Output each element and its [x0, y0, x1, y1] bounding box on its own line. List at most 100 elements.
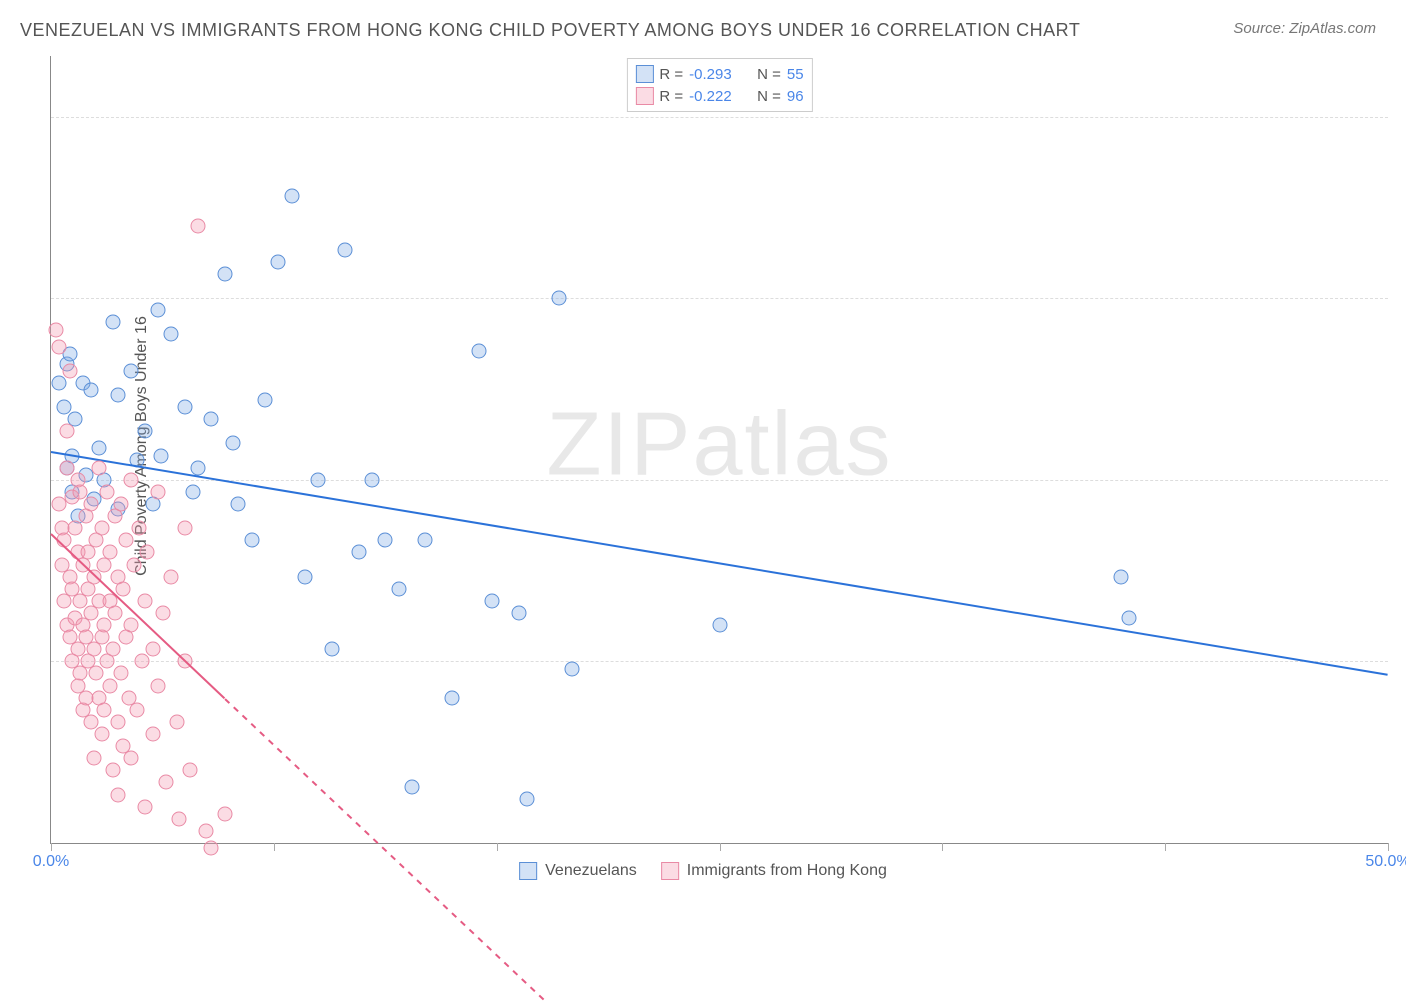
source-value: ZipAtlas.com: [1289, 20, 1376, 37]
data-point: [172, 811, 187, 826]
data-point: [105, 642, 120, 657]
data-point: [110, 714, 125, 729]
data-point: [86, 751, 101, 766]
legend-label: Immigrants from Hong Kong: [687, 862, 887, 880]
data-point: [471, 344, 486, 359]
data-point: [110, 787, 125, 802]
data-point: [105, 763, 120, 778]
gridline: [51, 117, 1388, 118]
data-point: [105, 315, 120, 330]
data-point: [445, 690, 460, 705]
data-point: [298, 569, 313, 584]
legend-swatch: [635, 87, 653, 105]
data-point: [191, 218, 206, 233]
x-tick: [1388, 843, 1389, 851]
data-point: [94, 727, 109, 742]
data-point: [311, 472, 326, 487]
data-point: [124, 363, 139, 378]
r-label: R =: [659, 88, 683, 105]
data-point: [150, 484, 165, 499]
data-point: [153, 448, 168, 463]
data-point: [60, 424, 75, 439]
legend-item: Venezuelans: [519, 862, 637, 880]
data-point: [49, 322, 64, 337]
data-point: [225, 436, 240, 451]
data-point: [204, 412, 219, 427]
data-point: [97, 702, 112, 717]
data-point: [145, 642, 160, 657]
data-point: [217, 266, 232, 281]
legend-swatch: [635, 65, 653, 83]
data-point: [116, 581, 131, 596]
data-point: [565, 661, 580, 676]
data-point: [324, 642, 339, 657]
data-point: [140, 545, 155, 560]
data-point: [52, 375, 67, 390]
data-point: [284, 189, 299, 204]
data-point: [84, 383, 99, 398]
data-point: [100, 484, 115, 499]
data-point: [364, 472, 379, 487]
data-point: [124, 472, 139, 487]
n-value: 55: [787, 66, 804, 83]
n-label: N =: [757, 88, 781, 105]
data-point: [164, 327, 179, 342]
data-point: [177, 521, 192, 536]
data-point: [185, 484, 200, 499]
data-point: [519, 792, 534, 807]
legend-swatch: [519, 862, 537, 880]
data-point: [92, 441, 107, 456]
data-point: [404, 780, 419, 795]
data-point: [84, 496, 99, 511]
data-point: [712, 618, 727, 633]
legend-swatch: [661, 862, 679, 880]
data-point: [113, 666, 128, 681]
data-point: [118, 533, 133, 548]
data-point: [137, 593, 152, 608]
y-tick-label: 22.5%: [1396, 289, 1406, 307]
data-point: [351, 545, 366, 560]
data-point: [134, 654, 149, 669]
x-tick: [942, 843, 943, 851]
r-label: R =: [659, 66, 683, 83]
legend-stat-row: R = -0.293 N = 55: [635, 63, 803, 85]
data-point: [391, 581, 406, 596]
data-point: [257, 392, 272, 407]
data-point: [132, 521, 147, 536]
chart-title: VENEZUELAN VS IMMIGRANTS FROM HONG KONG …: [20, 20, 1080, 41]
data-point: [113, 496, 128, 511]
r-value: -0.293: [689, 66, 743, 83]
data-point: [126, 557, 141, 572]
x-tick: [51, 843, 52, 851]
data-point: [150, 678, 165, 693]
n-label: N =: [757, 66, 781, 83]
y-tick-label: 30.0%: [1396, 108, 1406, 126]
data-point: [137, 424, 152, 439]
data-point: [108, 605, 123, 620]
gridline: [51, 298, 1388, 299]
data-point: [511, 605, 526, 620]
data-point: [199, 823, 214, 838]
data-point: [231, 496, 246, 511]
data-point: [52, 339, 67, 354]
x-tick-label: 50.0%: [1365, 853, 1406, 871]
data-point: [1113, 569, 1128, 584]
data-point: [244, 533, 259, 548]
data-point: [217, 806, 232, 821]
data-point: [68, 521, 83, 536]
data-point: [145, 727, 160, 742]
legend-item: Immigrants from Hong Kong: [661, 862, 887, 880]
data-point: [124, 618, 139, 633]
data-point: [92, 460, 107, 475]
data-point: [177, 400, 192, 415]
data-point: [89, 666, 104, 681]
data-point: [129, 702, 144, 717]
series-legend: Venezuelans Immigrants from Hong Kong: [519, 862, 887, 880]
data-point: [271, 254, 286, 269]
gridline: [51, 480, 1388, 481]
y-tick-label: 7.5%: [1396, 652, 1406, 670]
data-point: [137, 799, 152, 814]
legend-stat-row: R =-0.222N =96: [635, 85, 803, 107]
trend-line-extrapolated: [224, 698, 546, 1002]
data-point: [418, 533, 433, 548]
